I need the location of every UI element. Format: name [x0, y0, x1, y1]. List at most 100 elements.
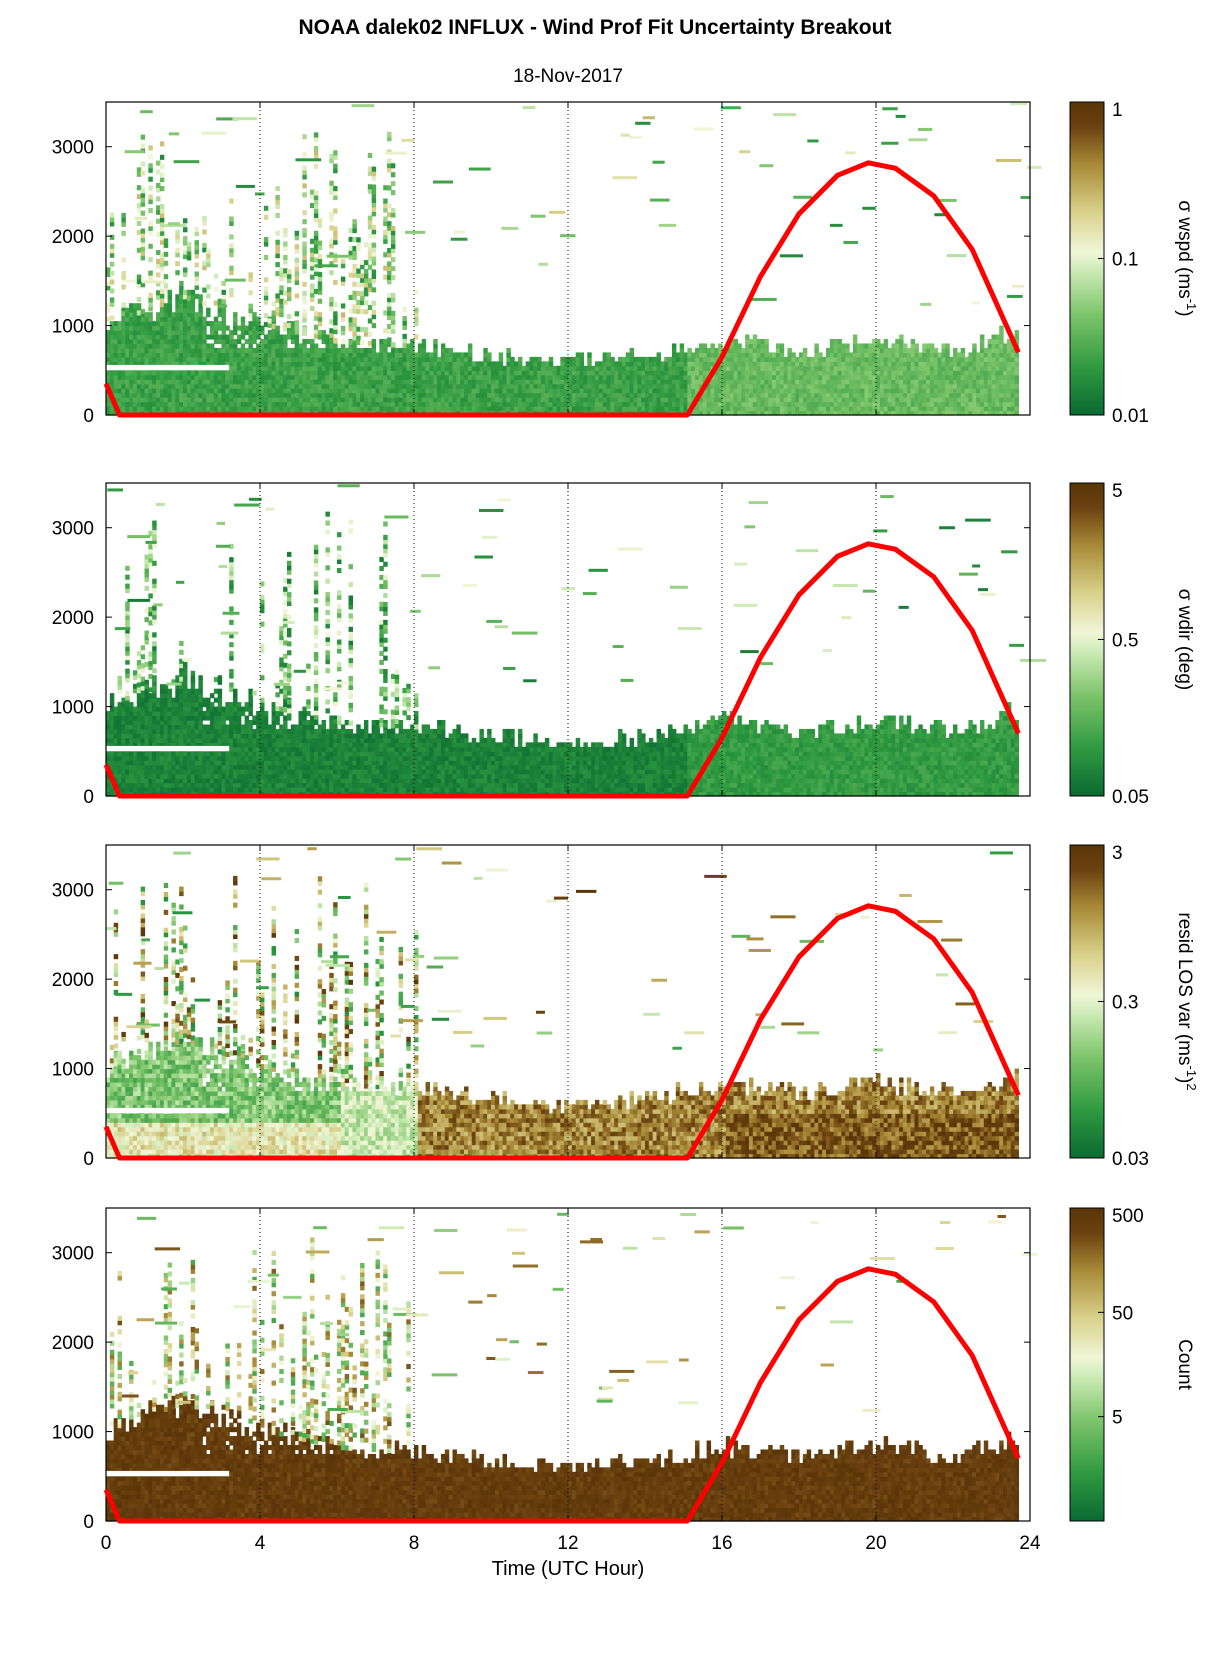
- heatmap-cell: [310, 361, 315, 367]
- heatmap-cell: [371, 383, 377, 389]
- heatmap-cell: [841, 365, 846, 371]
- heatmap-cell: [132, 782, 138, 788]
- heatmap-cell: [883, 388, 889, 394]
- heatmap-cell: [964, 410, 969, 416]
- heatmap-cell: [556, 397, 561, 403]
- heatmap-cell: [864, 347, 869, 353]
- heatmap-cell: [136, 711, 142, 717]
- heatmap-cell: [999, 388, 1004, 394]
- heatmap-cell: [125, 583, 130, 589]
- heatmap-cell: [283, 392, 288, 398]
- heatmap-cell: [152, 374, 157, 380]
- heatmap-cell: [760, 356, 765, 362]
- heatmap-cell: [144, 742, 149, 748]
- heatmap-cell: [117, 334, 122, 340]
- heatmap-cell: [294, 334, 300, 340]
- heatmap-cell: [552, 365, 558, 371]
- heatmap-cell: [148, 687, 153, 693]
- heatmap-cell: [351, 104, 375, 108]
- heatmap-cell: [387, 374, 392, 380]
- heatmap-cell: [121, 778, 126, 784]
- heatmap-cell: [217, 298, 223, 304]
- heatmap-cell: [267, 392, 273, 398]
- heatmap-cell: [159, 172, 165, 178]
- heatmap-cell: [302, 169, 307, 176]
- heatmap-cell: [163, 352, 169, 358]
- heatmap-cell: [298, 392, 303, 398]
- heatmap-cell: [737, 356, 742, 362]
- heatmap-cell: [356, 281, 361, 288]
- heatmap-cell: [976, 352, 981, 358]
- heatmap-cell: [968, 356, 973, 362]
- heatmap-cell: [148, 611, 153, 617]
- heatmap-cell: [1014, 410, 1020, 416]
- heatmap-cell: [267, 318, 273, 324]
- heatmap-cell: [283, 361, 288, 367]
- heatmap-cell: [213, 334, 219, 340]
- heatmap-cell: [751, 297, 777, 301]
- heatmap-cell: [618, 379, 623, 385]
- heatmap-cell: [756, 392, 762, 398]
- heatmap-cell: [106, 742, 111, 748]
- heatmap-cell: [895, 347, 900, 353]
- heatmap-cell: [333, 374, 338, 380]
- heatmap-cell: [186, 316, 192, 322]
- heatmap-cell: [302, 290, 307, 296]
- heatmap-cell: [129, 383, 134, 389]
- heatmap-cell: [440, 365, 446, 371]
- heatmap-cell: [556, 392, 561, 398]
- heatmap-cell: [337, 361, 342, 367]
- heatmap-cell: [271, 374, 276, 380]
- heatmap-cell: [856, 388, 862, 394]
- heatmap-cell: [163, 406, 169, 412]
- heatmap-cell: [113, 410, 119, 416]
- heatmap-cell: [190, 312, 196, 318]
- heatmap-cell: [864, 365, 869, 371]
- heatmap-cell: [591, 397, 596, 403]
- heatmap-cell: [949, 365, 954, 371]
- heatmap-cell: [498, 397, 504, 403]
- heatmap-cell: [544, 406, 550, 412]
- heatmap-cell: [437, 392, 442, 398]
- heatmap-cell: [171, 361, 176, 367]
- heatmap-cell: [387, 274, 392, 280]
- heatmap-cell: [406, 379, 411, 385]
- heatmap-cell: [333, 154, 338, 160]
- heatmap-cell: [337, 406, 342, 412]
- heatmap-cell: [976, 397, 981, 403]
- heatmap-cell: [125, 632, 130, 638]
- heatmap-cell: [783, 365, 789, 371]
- heatmap-cell: [887, 365, 892, 371]
- heatmap-cell: [279, 343, 284, 349]
- heatmap-cell: [918, 127, 933, 131]
- heatmap-cell: [471, 365, 477, 371]
- heatmap-cell: [394, 397, 400, 403]
- heatmap-cell: [729, 383, 735, 389]
- heatmap-cell: [217, 397, 223, 403]
- heatmap-cell: [144, 724, 149, 730]
- heatmap-cell: [129, 307, 134, 313]
- heatmap-cell: [841, 383, 846, 389]
- heatmap-cell: [768, 392, 773, 398]
- heatmap-cell: [733, 356, 738, 362]
- heatmap-cell: [733, 392, 738, 398]
- heatmap-cell: [109, 221, 115, 227]
- heatmap-cell: [664, 379, 669, 385]
- heatmap-cell: [132, 755, 138, 761]
- heatmap-cell: [995, 343, 1000, 349]
- heatmap-cell: [802, 388, 808, 394]
- heatmap-cell: [233, 325, 238, 331]
- heatmap-cell: [333, 320, 338, 326]
- heatmap-cell: [879, 352, 885, 358]
- heatmap-cell: [175, 392, 180, 398]
- heatmap-cell: [625, 370, 631, 376]
- heatmap-cell: [221, 392, 226, 398]
- heatmap-cell: [148, 737, 153, 743]
- heatmap-cell: [606, 352, 611, 358]
- heatmap-cell: [406, 370, 411, 376]
- heatmap-cell: [198, 401, 203, 407]
- heatmap-cell: [995, 383, 1000, 389]
- heatmap-cell: [117, 778, 122, 784]
- heatmap-cell: [779, 356, 785, 362]
- heatmap-cell: [456, 370, 461, 376]
